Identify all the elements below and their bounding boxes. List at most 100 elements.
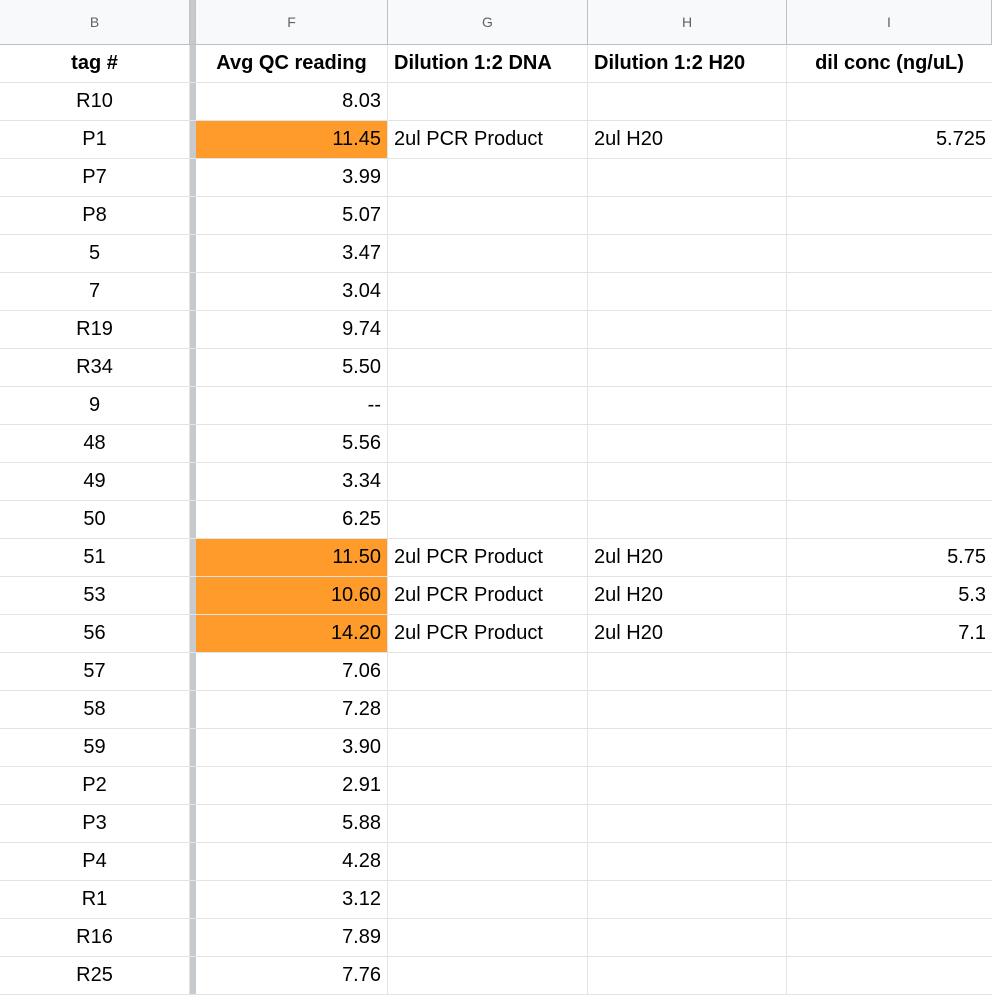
cell-dilution-dna[interactable] — [388, 425, 588, 462]
cell-dilution-h2o[interactable]: 2ul H20 — [588, 539, 787, 576]
cell-dilution-h2o[interactable] — [588, 805, 787, 842]
header-cell-conc[interactable]: dil conc (ng/uL) — [815, 52, 964, 74]
frozen-column-divider[interactable] — [190, 0, 196, 44]
cell-tag[interactable]: 58 — [0, 691, 190, 728]
cell-avg-qc[interactable]: 11.50 — [196, 539, 388, 576]
cell-dil-conc[interactable] — [787, 653, 992, 690]
cell-tag[interactable]: 9 — [0, 387, 190, 424]
cell-dilution-dna[interactable] — [388, 729, 588, 766]
cell-avg-qc[interactable]: 4.28 — [196, 843, 388, 880]
cell-tag[interactable]: R34 — [0, 349, 190, 386]
cell-tag[interactable]: P7 — [0, 159, 190, 196]
cell-dilution-dna[interactable] — [388, 197, 588, 234]
header-cell-dna[interactable]: Dilution 1:2 DNA — [388, 45, 588, 82]
cell-avg-qc[interactable]: 11.45 — [196, 121, 388, 158]
cell-dilution-dna[interactable] — [388, 805, 588, 842]
cell-dilution-dna[interactable] — [388, 881, 588, 918]
header-cell-avg[interactable]: Avg QC reading — [196, 45, 388, 82]
cell-dil-conc[interactable] — [787, 805, 992, 842]
cell-dilution-dna[interactable]: 2ul PCR Product — [388, 615, 588, 652]
cell-dilution-dna[interactable]: 2ul PCR Product — [388, 577, 588, 614]
cell-tag[interactable]: 51 — [0, 539, 190, 576]
cell-tag[interactable]: 48 — [0, 425, 190, 462]
cell-avg-qc[interactable]: 8.03 — [196, 83, 388, 120]
cell-avg-qc[interactable]: 3.12 — [196, 881, 388, 918]
cell-dil-conc[interactable] — [787, 729, 992, 766]
cell-tag[interactable]: P3 — [0, 805, 190, 842]
column-header-i[interactable]: I — [787, 0, 992, 44]
cell-tag[interactable]: R10 — [0, 83, 190, 120]
cell-dilution-h2o[interactable] — [588, 501, 787, 538]
cell-dil-conc[interactable] — [787, 235, 992, 272]
cell-avg-qc[interactable]: 3.04 — [196, 273, 388, 310]
cell-dilution-dna[interactable] — [388, 349, 588, 386]
cell-tag[interactable]: P2 — [0, 767, 190, 804]
cell-avg-qc[interactable]: 5.07 — [196, 197, 388, 234]
cell-dilution-h2o[interactable] — [588, 273, 787, 310]
cell-dil-conc[interactable] — [787, 501, 992, 538]
cell-dil-conc[interactable]: 5.3 — [958, 584, 986, 606]
cell-dil-conc[interactable] — [787, 843, 992, 880]
column-header-b[interactable]: B — [0, 0, 190, 44]
cell-tag[interactable]: R1 — [0, 881, 190, 918]
cell-dilution-h2o[interactable] — [588, 653, 787, 690]
cell-tag[interactable]: 49 — [0, 463, 190, 500]
cell-avg-qc[interactable]: 5.88 — [196, 805, 388, 842]
cell-avg-qc[interactable]: 3.90 — [196, 729, 388, 766]
cell-dilution-h2o[interactable] — [588, 463, 787, 500]
cell-dilution-h2o[interactable]: 2ul H20 — [588, 615, 787, 652]
cell-dilution-dna[interactable] — [388, 387, 588, 424]
cell-dilution-dna[interactable] — [388, 501, 588, 538]
cell-avg-qc[interactable]: 7.28 — [196, 691, 388, 728]
cell-dil-conc[interactable]: 5.75 — [947, 546, 986, 568]
cell-dilution-h2o[interactable] — [588, 767, 787, 804]
cell-dilution-dna[interactable] — [388, 311, 588, 348]
cell-dilution-dna[interactable] — [388, 653, 588, 690]
cell-avg-qc[interactable]: 7.76 — [196, 957, 388, 994]
cell-tag[interactable]: P8 — [0, 197, 190, 234]
cell-dil-conc[interactable] — [787, 919, 992, 956]
cell-avg-qc[interactable]: 7.06 — [196, 653, 388, 690]
cell-dilution-h2o[interactable] — [588, 197, 787, 234]
cell-dilution-dna[interactable] — [388, 273, 588, 310]
cell-avg-qc[interactable]: 6.25 — [196, 501, 388, 538]
cell-dil-conc[interactable]: 7.1 — [958, 622, 986, 644]
cell-tag[interactable]: 56 — [0, 615, 190, 652]
cell-avg-qc[interactable]: 10.60 — [196, 577, 388, 614]
cell-dilution-h2o[interactable] — [588, 235, 787, 272]
cell-dilution-h2o[interactable] — [588, 881, 787, 918]
cell-dil-conc[interactable] — [787, 767, 992, 804]
cell-dil-conc[interactable] — [787, 881, 992, 918]
cell-dil-conc[interactable]: 5.725 — [935, 128, 986, 150]
cell-dilution-h2o[interactable] — [588, 311, 787, 348]
cell-dilution-dna[interactable] — [388, 843, 588, 880]
cell-dilution-h2o[interactable] — [588, 691, 787, 728]
cell-tag[interactable]: 7 — [0, 273, 190, 310]
cell-dil-conc[interactable] — [787, 349, 992, 386]
cell-dil-conc[interactable] — [787, 957, 992, 994]
cell-tag[interactable]: 53 — [0, 577, 190, 614]
cell-dilution-dna[interactable] — [388, 463, 588, 500]
cell-dilution-h2o[interactable] — [588, 349, 787, 386]
cell-tag[interactable]: R19 — [0, 311, 190, 348]
cell-dilution-dna[interactable] — [388, 83, 588, 120]
cell-dilution-dna[interactable] — [388, 235, 588, 272]
cell-dilution-h2o[interactable] — [588, 387, 787, 424]
cell-dilution-h2o[interactable] — [588, 425, 787, 462]
cell-dilution-dna[interactable] — [388, 919, 588, 956]
cell-tag[interactable]: 59 — [0, 729, 190, 766]
cell-avg-qc[interactable]: 14.20 — [196, 615, 388, 652]
column-header-h[interactable]: H — [588, 0, 787, 44]
cell-tag[interactable]: 57 — [0, 653, 190, 690]
cell-dilution-dna[interactable] — [388, 957, 588, 994]
cell-dilution-h2o[interactable] — [588, 83, 787, 120]
cell-dilution-h2o[interactable]: 2ul H20 — [588, 577, 787, 614]
cell-dilution-dna[interactable] — [388, 159, 588, 196]
cell-avg-qc[interactable]: 5.50 — [196, 349, 388, 386]
cell-dilution-dna[interactable]: 2ul PCR Product — [388, 539, 588, 576]
column-header-g[interactable]: G — [388, 0, 588, 44]
cell-avg-qc[interactable]: 3.99 — [196, 159, 388, 196]
cell-dilution-h2o[interactable] — [588, 919, 787, 956]
cell-avg-qc[interactable]: 7.89 — [196, 919, 388, 956]
cell-dilution-dna[interactable] — [388, 767, 588, 804]
